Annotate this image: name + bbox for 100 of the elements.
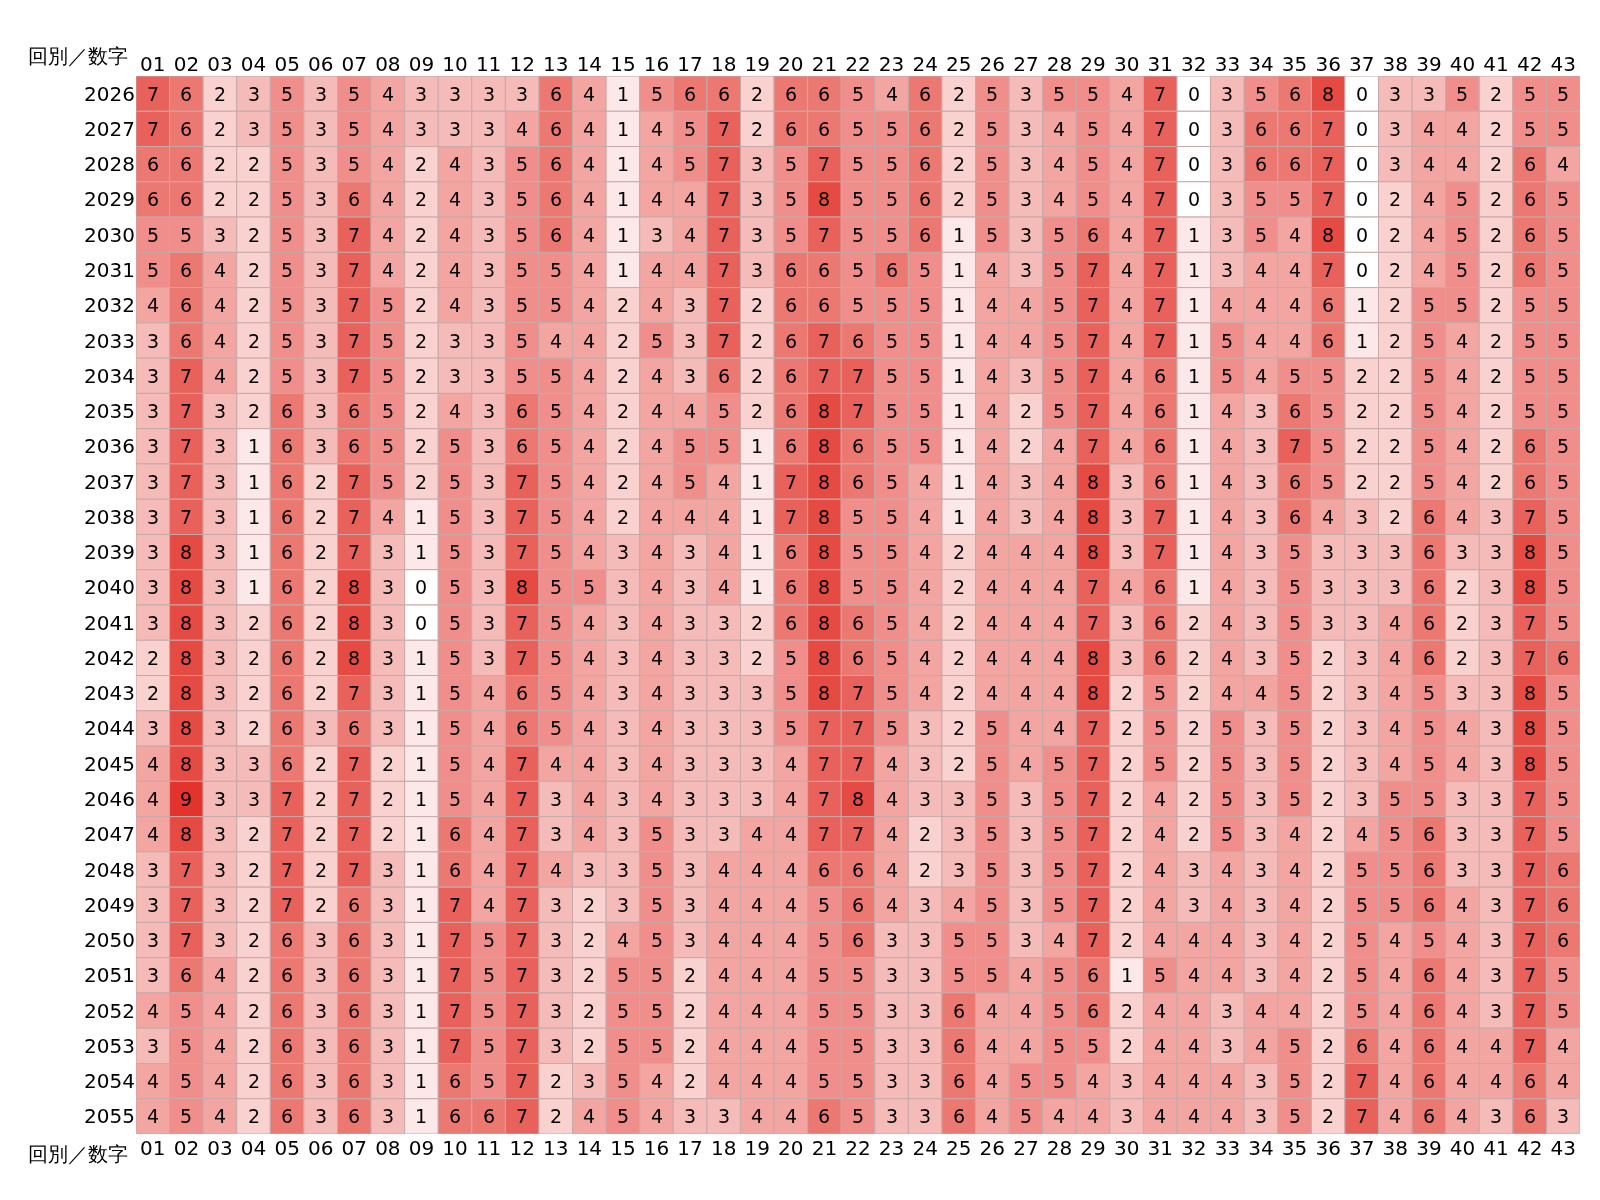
- data-label: 6: [1524, 435, 1537, 457]
- data-label: 7: [718, 188, 731, 210]
- data-label: 3: [1020, 118, 1033, 140]
- data-label: 5: [449, 506, 462, 528]
- data-label: 2: [248, 612, 261, 634]
- data-label: 6: [281, 929, 294, 951]
- data-label: 5: [1053, 294, 1066, 316]
- data-label: 3: [684, 365, 697, 387]
- data-label: 4: [1188, 1000, 1201, 1022]
- data-label: 6: [1557, 647, 1570, 669]
- data-label: 3: [617, 753, 630, 775]
- data-label: 5: [852, 188, 865, 210]
- data-label: 2: [1188, 682, 1201, 704]
- data-label: 5: [1020, 1070, 1033, 1092]
- data-label: 3: [617, 576, 630, 598]
- data-label: 5: [1389, 788, 1402, 810]
- data-label: 4: [785, 823, 798, 845]
- data-label: 3: [214, 929, 227, 951]
- x-tick-label: 12: [509, 52, 535, 76]
- data-label: 5: [651, 823, 664, 845]
- data-label: 2: [248, 330, 261, 352]
- data-label: 2: [214, 83, 227, 105]
- data-label: 4: [1053, 717, 1066, 739]
- data-label: 5: [886, 506, 899, 528]
- data-label: 3: [953, 823, 966, 845]
- data-label: 3: [1389, 576, 1402, 598]
- data-label: 3: [483, 400, 496, 422]
- data-label: 8: [180, 647, 193, 669]
- y-tick-label: 2043: [84, 681, 135, 706]
- data-label: 7: [818, 823, 831, 845]
- data-label: 4: [651, 541, 664, 563]
- data-label: 4: [1020, 717, 1033, 739]
- data-label: 6: [818, 259, 831, 281]
- data-label: 2: [1188, 717, 1201, 739]
- data-label: 5: [449, 788, 462, 810]
- data-label: 7: [1524, 1000, 1537, 1022]
- data-label: 6: [1557, 929, 1570, 951]
- data-label: 5: [852, 1035, 865, 1057]
- data-label: 3: [684, 294, 697, 316]
- data-label: 1: [953, 294, 966, 316]
- data-label: 5: [1221, 365, 1234, 387]
- data-label: 4: [583, 188, 596, 210]
- data-label: 4: [1221, 964, 1234, 986]
- data-label: 4: [886, 859, 899, 881]
- data-label: 3: [248, 118, 261, 140]
- data-label: 3: [1221, 1000, 1234, 1022]
- data-label: 5: [886, 188, 899, 210]
- data-label: 3: [1490, 894, 1503, 916]
- data-label: 2: [1456, 612, 1469, 634]
- data-label: 5: [1557, 753, 1570, 775]
- data-label: 5: [516, 188, 529, 210]
- data-label: 3: [1356, 612, 1369, 634]
- data-label: 3: [1255, 823, 1268, 845]
- data-label: 3: [214, 541, 227, 563]
- data-label: 4: [1121, 224, 1134, 246]
- data-label: 6: [281, 471, 294, 493]
- data-label: 7: [348, 365, 361, 387]
- data-label: 6: [1423, 1105, 1436, 1127]
- data-label: 7: [818, 365, 831, 387]
- data-label: 5: [785, 647, 798, 669]
- data-label: 3: [1356, 541, 1369, 563]
- data-label: 6: [281, 1105, 294, 1127]
- data-label: 6: [1289, 153, 1302, 175]
- data-label: 6: [281, 576, 294, 598]
- data-label: 5: [1322, 435, 1335, 457]
- data-label: 3: [684, 612, 697, 634]
- data-label: 4: [651, 576, 664, 598]
- category-label: 04: [240, 1136, 267, 1160]
- data-label: 4: [583, 365, 596, 387]
- data-label: 3: [718, 823, 731, 845]
- data-label: 5: [281, 188, 294, 210]
- data-label: 8: [818, 506, 831, 528]
- data-label: 2: [1121, 753, 1134, 775]
- data-label: 0: [1188, 83, 1201, 105]
- data-label: 2: [1389, 330, 1402, 352]
- data-label: 5: [986, 823, 999, 845]
- data-label: 2: [751, 612, 764, 634]
- data-label: 3: [147, 859, 160, 881]
- data-label: 4: [214, 1000, 227, 1022]
- data-label: 3: [315, 330, 328, 352]
- data-label: 3: [919, 964, 932, 986]
- data-label: 4: [483, 823, 496, 845]
- data-label: 3: [147, 964, 160, 986]
- data-label: 5: [1289, 1105, 1302, 1127]
- data-label: 3: [751, 188, 764, 210]
- data-label: 3: [953, 788, 966, 810]
- data-label: 3: [214, 224, 227, 246]
- data-label: 5: [986, 224, 999, 246]
- data-label: 4: [1020, 612, 1033, 634]
- data-label: 2: [248, 894, 261, 916]
- data-label: 5: [281, 83, 294, 105]
- data-label: 5: [1087, 188, 1100, 210]
- data-label: 3: [684, 576, 697, 598]
- data-label: 5: [852, 964, 865, 986]
- data-label: 4: [1456, 471, 1469, 493]
- data-label: 5: [1389, 823, 1402, 845]
- data-label: 4: [718, 929, 731, 951]
- data-label: 6: [852, 929, 865, 951]
- data-label: 3: [1221, 188, 1234, 210]
- data-label: 3: [382, 717, 395, 739]
